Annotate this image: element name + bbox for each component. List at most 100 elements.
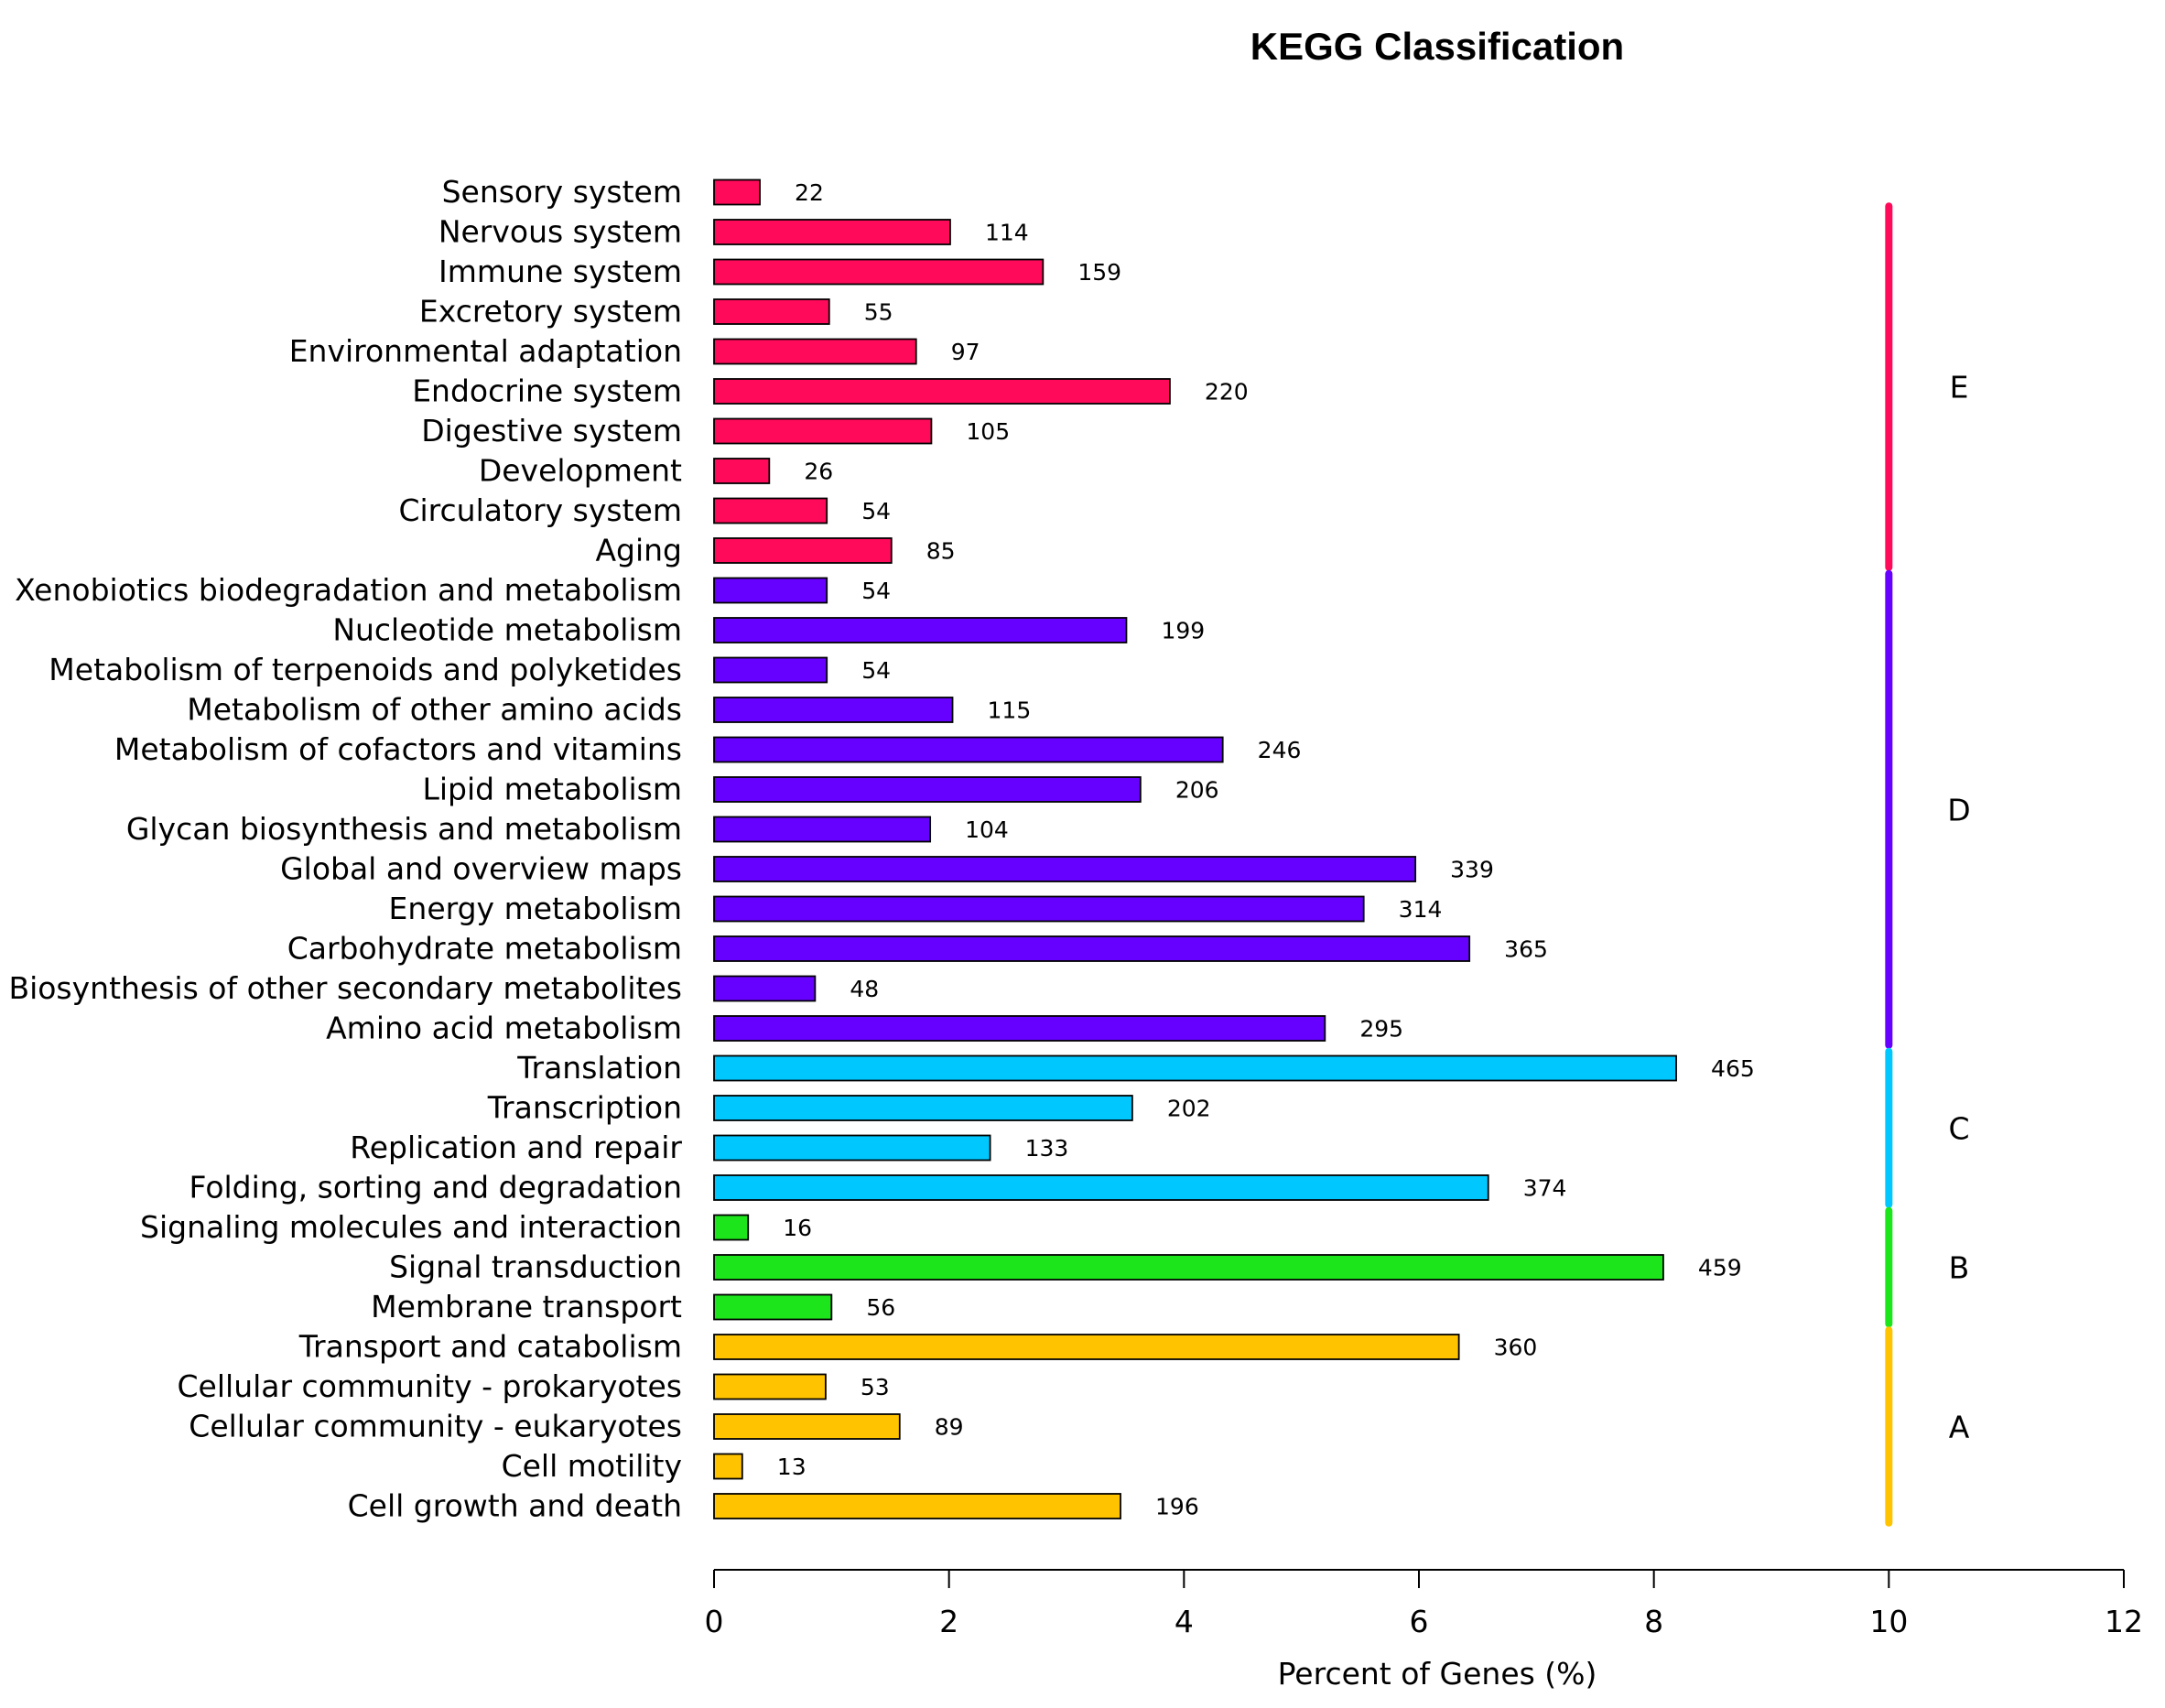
category-label: Biosynthesis of other secondary metaboli…	[8, 970, 682, 1006]
count-label: 339	[1450, 857, 1494, 883]
bar	[713, 219, 951, 245]
x-tick-label: 12	[2105, 1604, 2143, 1639]
category-label: Nervous system	[438, 214, 682, 250]
x-tick-label: 2	[939, 1604, 958, 1639]
bar	[713, 935, 1471, 962]
bar	[713, 1453, 743, 1480]
count-label: 22	[795, 179, 824, 206]
bar	[713, 1174, 1489, 1201]
count-label: 104	[965, 816, 1009, 843]
count-label: 26	[804, 459, 833, 485]
bar	[713, 497, 828, 524]
count-label: 365	[1504, 936, 1548, 963]
bar	[713, 776, 1142, 803]
category-label: Signaling molecules and interaction	[140, 1209, 682, 1245]
count-label: 105	[966, 418, 1010, 445]
bar	[713, 697, 954, 723]
bar	[713, 1134, 991, 1162]
count-label: 459	[1698, 1255, 1742, 1281]
count-label: 360	[1494, 1335, 1538, 1361]
count-label: 202	[1167, 1096, 1211, 1122]
count-label: 206	[1175, 777, 1219, 804]
count-label: 85	[926, 538, 956, 565]
bar	[713, 417, 933, 445]
count-label: 56	[866, 1294, 895, 1321]
bar	[713, 338, 917, 365]
count-label: 114	[985, 220, 1029, 246]
category-label: Environmental adaptation	[289, 333, 682, 369]
count-label: 374	[1523, 1175, 1567, 1202]
bar	[713, 1334, 1460, 1360]
category-label: Carbohydrate metabolism	[287, 931, 682, 967]
x-tick-label: 0	[705, 1604, 724, 1639]
category-labels: Sensory system Nervous system Immune syste…	[8, 174, 682, 1524]
count-label: 13	[777, 1454, 806, 1480]
count-label: 465	[1711, 1055, 1755, 1082]
category-label: Cellular community - prokaryotes	[178, 1368, 682, 1404]
category-label: Metabolism of terpenoids and polyketides	[49, 652, 682, 687]
count-label: 199	[1161, 618, 1205, 644]
category-label: Global and overview maps	[280, 851, 682, 887]
category-label: Energy metabolism	[389, 891, 682, 926]
count-label: 159	[1077, 259, 1121, 286]
bar	[713, 656, 828, 684]
group-brackets: E D C B A	[1885, 202, 1971, 1527]
category-label: Folding, sorting and degradation	[189, 1170, 682, 1205]
bar	[713, 1095, 1133, 1121]
bar	[713, 1293, 833, 1321]
count-label: 196	[1155, 1494, 1199, 1520]
x-tick-label: 10	[1869, 1604, 1908, 1639]
count-label: 16	[783, 1215, 812, 1241]
category-label: Digestive system	[421, 413, 682, 449]
category-label: Immune system	[438, 254, 682, 289]
category-label: Cell growth and death	[348, 1488, 682, 1524]
count-labels: 22 114 159 55 97 220 105 26 54 85 54 199 54 115 246 206…	[777, 179, 1755, 1520]
category-label: Lipid metabolism	[422, 772, 682, 807]
category-label: Transcription	[487, 1090, 682, 1126]
category-label: Cellular community - eukaryotes	[189, 1409, 682, 1444]
count-label: 54	[861, 578, 891, 604]
category-label: Development	[479, 453, 682, 489]
category-label: Aging	[595, 533, 682, 568]
bar	[713, 1373, 827, 1400]
count-label: 314	[1399, 896, 1443, 923]
x-axis: 0 2 4 6 8 10 12	[705, 1569, 2143, 1639]
chart-title: KEGG Classification	[1250, 25, 1624, 68]
count-label: 220	[1205, 379, 1249, 405]
category-label: Replication and repair	[350, 1130, 682, 1165]
count-label: 295	[1359, 1016, 1403, 1043]
bar	[713, 617, 1128, 643]
count-label: 246	[1258, 737, 1302, 763]
count-label: 133	[1025, 1135, 1069, 1162]
group-label: C	[1948, 1110, 1969, 1146]
category-label: Circulatory system	[398, 492, 682, 528]
category-label: Metabolism of cofactors and vitamins	[114, 731, 682, 767]
category-label: Cell motility	[502, 1448, 682, 1484]
bar	[713, 1015, 1326, 1042]
category-label: Translation	[516, 1050, 682, 1086]
bar	[713, 975, 817, 1002]
count-label: 54	[861, 498, 891, 524]
bar	[713, 298, 830, 325]
group-label: E	[1950, 369, 1969, 405]
x-tick-label: 6	[1410, 1604, 1429, 1639]
group-label: B	[1949, 1250, 1970, 1286]
category-label: Amino acid metabolism	[326, 1011, 682, 1046]
bar	[713, 856, 1417, 882]
x-axis-label: Percent of Genes (%)	[1278, 1656, 1597, 1692]
bar	[713, 258, 1045, 286]
category-label: Sensory system	[442, 174, 682, 210]
category-label: Xenobiotics biodegradation and metabolis…	[15, 572, 682, 608]
count-label: 48	[850, 976, 879, 1002]
bar	[713, 1254, 1664, 1281]
bar	[713, 1214, 750, 1241]
bar	[713, 736, 1224, 763]
bar	[713, 577, 828, 604]
category-label: Metabolism of other amino acids	[187, 692, 682, 728]
bar	[713, 816, 932, 843]
bars-layer	[713, 178, 1677, 1519]
category-label: Signal transduction	[389, 1249, 682, 1285]
count-label: 89	[935, 1414, 964, 1441]
bar	[713, 378, 1171, 405]
